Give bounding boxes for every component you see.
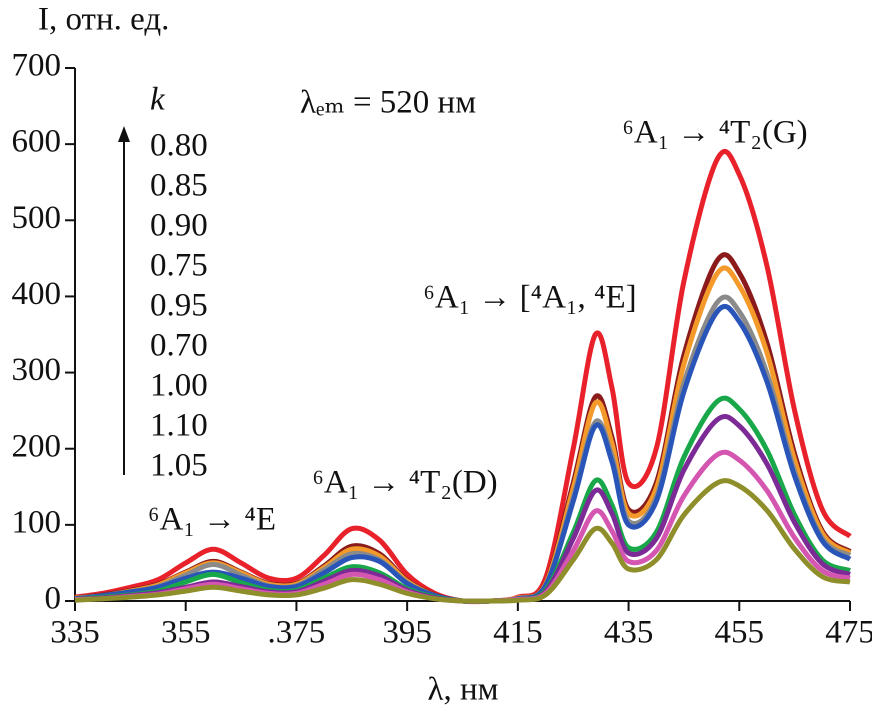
x-tick-label: 395 — [382, 615, 432, 651]
y-tick-label: 100 — [12, 504, 62, 540]
legend-label: 0.70 — [150, 328, 208, 364]
y-axis-label: I, отн. ед. — [38, 2, 169, 38]
y-tick-label: 600 — [12, 124, 62, 160]
x-tick-label: 435 — [604, 615, 654, 651]
annotation: ⁶A₁ → [⁴A₁, ⁴E] — [423, 280, 636, 316]
y-tick-label: 300 — [12, 352, 62, 388]
legend-label: 0.95 — [150, 288, 208, 324]
legend-label: 0.85 — [150, 168, 208, 204]
y-tick-label: 0 — [45, 581, 62, 617]
x-tick-label: 475 — [825, 615, 872, 651]
legend-label: 1.10 — [150, 408, 208, 444]
annotation: λₑₘ = 520 нм — [300, 85, 476, 121]
x-axis-label: λ, нм — [427, 672, 498, 708]
legend-arrowhead — [118, 126, 130, 142]
annotation: ⁶A₁ → ⁴E — [148, 502, 276, 538]
y-tick-label: 700 — [12, 48, 62, 84]
x-tick-label: .375 — [268, 615, 326, 651]
legend-label: 0.80 — [150, 128, 208, 164]
legend-label: 1.05 — [150, 448, 208, 484]
x-tick-label: 415 — [493, 615, 543, 651]
y-tick-label: 200 — [12, 428, 62, 464]
x-tick-label: 335 — [50, 615, 100, 651]
legend-label: 0.90 — [150, 208, 208, 244]
annotation: ⁶A₁ → ⁴T₂(D) — [312, 465, 497, 501]
x-tick-label: 355 — [161, 615, 211, 651]
y-tick-label: 400 — [12, 276, 62, 312]
legend-title: k — [150, 82, 166, 118]
legend-label: 1.00 — [150, 368, 208, 404]
annotation: ⁶A₁ → ⁴T₂(G) — [622, 115, 807, 151]
y-tick-label: 500 — [12, 200, 62, 236]
legend-label: 0.75 — [150, 248, 208, 284]
x-tick-label: 455 — [715, 615, 765, 651]
spectrum-line — [74, 478, 851, 604]
